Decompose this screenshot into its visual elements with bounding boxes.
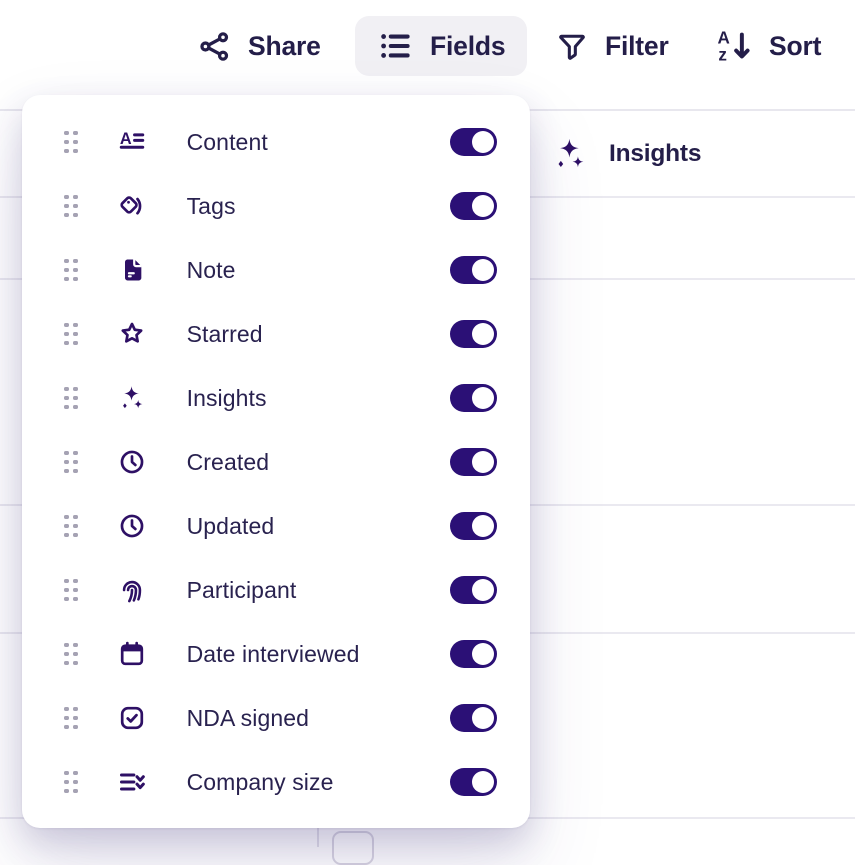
svg-text:A: A (119, 130, 131, 148)
field-label: Created (186, 448, 270, 475)
field-toggle[interactable] (450, 704, 497, 732)
clock-icon (118, 512, 146, 540)
fields-button-label: Fields (430, 30, 506, 61)
sparkles-icon (118, 384, 146, 412)
field-toggle[interactable] (450, 192, 497, 220)
field-row: A Content (22, 110, 530, 174)
toggle-knob (472, 579, 494, 601)
field-row: Insights (22, 366, 530, 430)
fields-dropdown-panel: A Content Tags Note Starred (22, 95, 530, 828)
toggle-knob (472, 643, 494, 665)
svg-text:A: A (717, 28, 729, 47)
field-toggle[interactable] (450, 640, 497, 668)
field-label: Content (186, 128, 268, 155)
field-toggle[interactable] (450, 512, 497, 540)
drag-handle-icon[interactable] (64, 386, 78, 410)
field-toggle[interactable] (450, 448, 497, 476)
share-button-label: Share (248, 30, 321, 61)
field-toggle[interactable] (450, 576, 497, 604)
star-icon (118, 320, 146, 348)
article-icon: A (118, 128, 146, 156)
filter-button[interactable]: Filter (534, 16, 691, 76)
drag-handle-icon[interactable] (64, 258, 78, 282)
toggle-knob (472, 131, 494, 153)
sparkles-icon (552, 136, 588, 172)
field-label: Date interviewed (186, 640, 360, 667)
table-column-divider (317, 817, 319, 847)
tags-icon (118, 192, 146, 220)
toggle-knob (472, 707, 494, 729)
fields-button[interactable]: Fields (355, 16, 528, 76)
toggle-knob (472, 259, 494, 281)
list-icon (377, 28, 413, 64)
share-button[interactable]: Share (176, 16, 343, 76)
table-cell-button[interactable] (332, 831, 374, 865)
fingerprint-icon (118, 576, 146, 604)
drag-handle-icon[interactable] (64, 130, 78, 154)
field-toggle[interactable] (450, 384, 497, 412)
field-label: Tags (186, 192, 236, 219)
field-row: Updated (22, 494, 530, 558)
drag-handle-icon[interactable] (64, 194, 78, 218)
calendar-icon (118, 640, 146, 668)
field-toggle[interactable] (450, 256, 497, 284)
field-row: Participant (22, 558, 530, 622)
field-label: Starred (186, 320, 263, 347)
drag-handle-icon[interactable] (64, 514, 78, 538)
clock-icon (118, 448, 146, 476)
field-toggle[interactable] (450, 128, 497, 156)
toggle-knob (472, 515, 494, 537)
share-icon (198, 30, 231, 63)
sort-button-label: Sort (769, 30, 822, 61)
svg-text:z: z (718, 45, 726, 64)
list-chevrons-icon (118, 768, 146, 796)
toggle-knob (472, 451, 494, 473)
field-toggle[interactable] (450, 768, 497, 796)
field-label: Participant (186, 576, 297, 603)
drag-handle-icon[interactable] (64, 642, 78, 666)
drag-handle-icon[interactable] (64, 578, 78, 602)
toggle-knob (472, 195, 494, 217)
drag-handle-icon[interactable] (64, 322, 78, 346)
field-label: Note (186, 256, 236, 283)
field-row: Tags (22, 174, 530, 238)
field-row: Company size (22, 750, 530, 814)
note-icon (118, 256, 146, 284)
field-toggle[interactable] (450, 320, 497, 348)
field-row: Note (22, 238, 530, 302)
toggle-knob (472, 387, 494, 409)
field-label: Insights (186, 384, 267, 411)
field-row: Created (22, 430, 530, 494)
field-row: Starred (22, 302, 530, 366)
field-row: NDA signed (22, 686, 530, 750)
field-label: Updated (186, 512, 275, 539)
funnel-icon (556, 30, 588, 62)
toggle-knob (472, 323, 494, 345)
check-square-icon (118, 704, 146, 732)
field-row: Date interviewed (22, 622, 530, 686)
filter-button-label: Filter (605, 30, 669, 61)
drag-handle-icon[interactable] (64, 770, 78, 794)
drag-handle-icon[interactable] (64, 706, 78, 730)
toggle-knob (472, 771, 494, 793)
column-header-insights[interactable]: Insights (552, 128, 702, 180)
column-header-label: Insights (609, 140, 702, 167)
field-label: Company size (186, 768, 334, 795)
field-label: NDA signed (186, 704, 310, 731)
drag-handle-icon[interactable] (64, 450, 78, 474)
